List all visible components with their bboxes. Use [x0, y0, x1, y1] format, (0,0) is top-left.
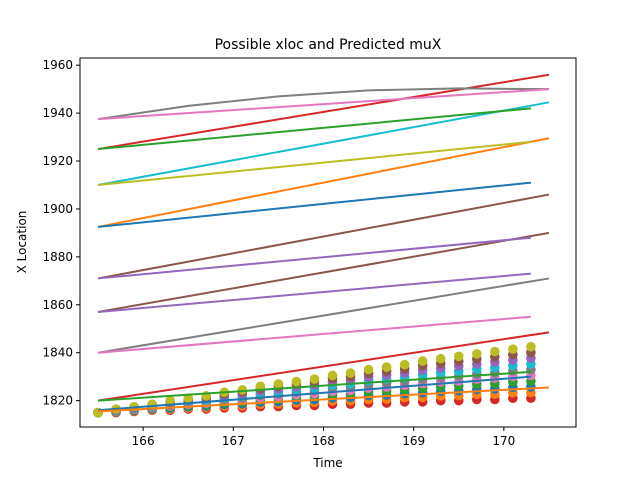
x-tick-label: 166 — [132, 434, 155, 448]
y-axis-label: X Location — [15, 211, 29, 274]
x-tick-label: 170 — [492, 434, 515, 448]
series-line-16 — [97, 375, 531, 412]
scatter-point — [381, 362, 392, 372]
scatter-point — [291, 376, 302, 387]
plot-area — [93, 73, 550, 418]
scatter-point — [435, 353, 446, 364]
series-line-11 — [97, 181, 532, 228]
scatter-point — [490, 346, 500, 357]
series-line-10 — [97, 140, 532, 186]
series-line-4 — [97, 73, 550, 151]
scatter-point — [255, 381, 266, 392]
series-line-0 — [97, 193, 550, 280]
chart-title: Possible xloc and Predicted muX — [215, 37, 442, 53]
scatter-point — [526, 341, 536, 352]
scatter-point — [273, 379, 284, 389]
series-line-17 — [97, 386, 549, 413]
scatter-point — [417, 356, 428, 366]
x-tick-label: 168 — [312, 434, 335, 448]
x-axis: 166 167 168 169 170 — [132, 427, 515, 448]
plot-frame — [79, 57, 577, 428]
series-line-8 — [97, 88, 550, 121]
y-tick-label: 1940 — [42, 106, 73, 120]
series-line-2 — [97, 277, 550, 354]
x-tick-label: 167 — [222, 434, 245, 448]
y-tick-label: 1960 — [42, 58, 73, 72]
series-line-7 — [97, 87, 549, 121]
x-axis-label: Time — [312, 456, 342, 470]
scatter-point — [508, 344, 518, 354]
series-line-9 — [97, 107, 532, 151]
series-line-5 — [97, 101, 550, 186]
x-tick-label: 169 — [402, 434, 425, 448]
scatter-point — [363, 364, 374, 375]
series-line-13 — [97, 272, 531, 313]
scatter-point — [183, 393, 194, 404]
scatter-point — [309, 374, 320, 384]
scatter-point — [453, 351, 464, 362]
y-axis: 1820 1840 1860 1880 1900 1920 1940 1960 — [42, 58, 80, 408]
series-line-6 — [97, 137, 550, 228]
series-line-3 — [97, 331, 550, 402]
scatter-point — [327, 370, 338, 381]
scatter-point — [472, 349, 482, 359]
y-tick-label: 1900 — [42, 202, 73, 216]
series-line-15 — [97, 370, 531, 402]
series-line-14 — [97, 315, 531, 354]
y-tick-label: 1840 — [42, 346, 73, 360]
y-tick-label: 1860 — [42, 298, 73, 312]
scatter-point — [399, 359, 410, 370]
y-tick-label: 1920 — [42, 154, 73, 168]
scatter-point — [237, 385, 248, 395]
y-tick-label: 1880 — [42, 250, 73, 264]
series-line-12 — [97, 236, 532, 280]
scatter-point — [345, 368, 356, 378]
y-tick-label: 1820 — [42, 394, 73, 408]
scatter-point — [165, 395, 175, 406]
series-line-1 — [97, 231, 550, 313]
